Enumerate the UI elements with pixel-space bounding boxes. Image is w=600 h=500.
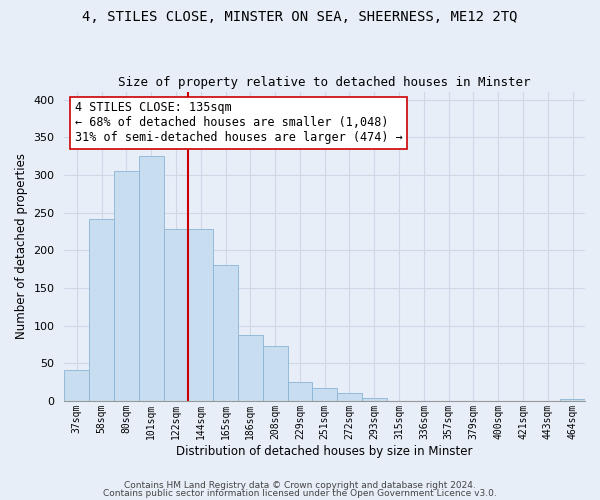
Bar <box>139 156 164 401</box>
Bar <box>337 394 362 401</box>
Bar <box>213 264 238 401</box>
Bar <box>560 400 585 401</box>
Bar <box>114 171 139 401</box>
X-axis label: Distribution of detached houses by size in Minster: Distribution of detached houses by size … <box>176 444 473 458</box>
Bar <box>263 346 287 401</box>
Bar <box>64 370 89 401</box>
Text: Contains public sector information licensed under the Open Government Licence v3: Contains public sector information licen… <box>103 488 497 498</box>
Title: Size of property relative to detached houses in Minster: Size of property relative to detached ho… <box>118 76 531 90</box>
Text: Contains HM Land Registry data © Crown copyright and database right 2024.: Contains HM Land Registry data © Crown c… <box>124 481 476 490</box>
Bar <box>188 229 213 401</box>
Bar <box>164 229 188 401</box>
Text: 4 STILES CLOSE: 135sqm
← 68% of detached houses are smaller (1,048)
31% of semi-: 4 STILES CLOSE: 135sqm ← 68% of detached… <box>75 102 403 144</box>
Text: 4, STILES CLOSE, MINSTER ON SEA, SHEERNESS, ME12 2TQ: 4, STILES CLOSE, MINSTER ON SEA, SHEERNE… <box>82 10 518 24</box>
Bar <box>89 218 114 401</box>
Y-axis label: Number of detached properties: Number of detached properties <box>15 154 28 340</box>
Bar <box>362 398 386 401</box>
Bar <box>287 382 313 401</box>
Bar <box>238 336 263 401</box>
Bar <box>313 388 337 401</box>
